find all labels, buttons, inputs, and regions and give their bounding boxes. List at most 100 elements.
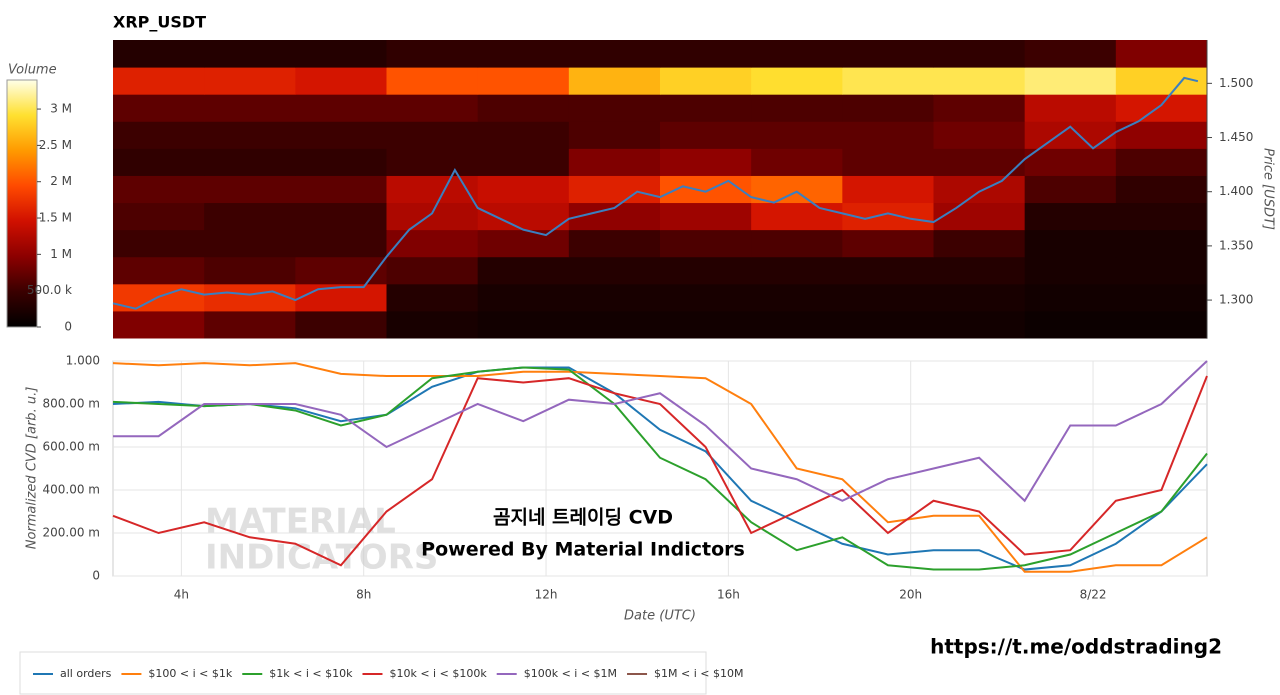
heat-cell	[295, 148, 387, 176]
heat-cell	[751, 67, 843, 95]
heat-cell	[477, 202, 570, 231]
x-tick-label: 16h	[717, 588, 740, 602]
heat-cell	[751, 256, 843, 285]
legend-label[interactable]: all orders	[60, 667, 112, 680]
heat-cell	[1115, 202, 1208, 231]
heat-cell	[1024, 202, 1117, 231]
heat-cell	[842, 229, 934, 258]
heat-cell	[295, 229, 387, 258]
heat-cell	[295, 67, 387, 95]
heat-cell	[933, 202, 1026, 231]
y-axis-label: Price [USDT]	[1261, 148, 1276, 230]
heat-cell	[204, 148, 296, 176]
heat-cell	[751, 40, 843, 68]
heat-cell	[1024, 229, 1117, 258]
heat-cell	[295, 175, 387, 204]
heat-cell	[1024, 310, 1117, 339]
heat-cell	[477, 256, 570, 285]
heat-cell	[113, 256, 205, 285]
heat-cell	[204, 229, 296, 258]
heat-cell	[113, 175, 205, 204]
legend-label[interactable]: $1M < i < $10M	[654, 667, 743, 680]
heat-cell	[204, 175, 296, 204]
heat-cell	[1115, 310, 1208, 339]
heat-cell	[568, 175, 661, 204]
legend-label[interactable]: $100 < i < $1k	[148, 667, 232, 680]
y-axis-label: Normalized CVD [arb. u.]	[25, 387, 40, 550]
heat-cell	[386, 148, 479, 176]
colorbar-tick-label: 2 M	[50, 174, 72, 188]
x-tick-label: 8h	[356, 588, 371, 602]
heat-cell	[204, 94, 296, 122]
heat-cell	[568, 121, 661, 149]
heat-cell	[113, 229, 205, 258]
heat-cell	[386, 256, 479, 285]
colorbar-tick-label: 1.5 M	[39, 211, 72, 225]
heat-cell	[477, 283, 570, 312]
heat-cell	[842, 148, 934, 176]
colorbar-title: Volume	[8, 63, 57, 78]
legend-label[interactable]: $100k < i < $1M	[524, 667, 617, 680]
heat-cell	[842, 283, 934, 312]
heat-cell	[1115, 67, 1208, 95]
heat-cell	[751, 310, 843, 339]
heat-cell	[1115, 94, 1208, 122]
heat-cell	[933, 40, 1026, 68]
heat-cell	[568, 283, 661, 312]
heat-cell	[1024, 121, 1117, 149]
y-tick-label: 400.00 m	[43, 483, 101, 497]
heat-cell	[568, 148, 661, 176]
series-line	[112, 375, 1208, 567]
heat-cell	[660, 256, 752, 285]
chart-title: XRP_USDT	[113, 13, 206, 32]
heat-cell	[1024, 67, 1117, 95]
y-tick-label: 1.300	[1219, 293, 1253, 307]
heat-cell	[660, 310, 752, 339]
x-axis-label: Date (UTC)	[624, 609, 696, 624]
y-tick-label: 1.000	[66, 354, 100, 368]
heat-cell	[933, 94, 1026, 122]
y-tick-label: 1.450	[1219, 130, 1253, 144]
series-line	[112, 366, 1208, 571]
heat-cell	[386, 229, 479, 258]
heat-cell	[568, 94, 661, 122]
heat-cell	[660, 283, 752, 312]
y-tick-label: 600.00 m	[43, 440, 101, 454]
heat-cell	[1115, 148, 1208, 176]
heat-cell	[113, 121, 205, 149]
heat-cell	[933, 310, 1026, 339]
heat-cell	[1115, 40, 1208, 68]
x-tick-label: 4h	[174, 588, 189, 602]
heat-cell	[568, 310, 661, 339]
legend-label[interactable]: $10k < i < $100k	[389, 667, 487, 680]
heat-cell	[1024, 175, 1117, 204]
heat-cell	[751, 283, 843, 312]
heat-cell	[204, 121, 296, 149]
heat-cell	[568, 229, 661, 258]
heat-cell	[933, 256, 1026, 285]
heat-cell	[113, 40, 205, 68]
x-tick-label: 12h	[535, 588, 558, 602]
x-tick-label: 20h	[899, 588, 922, 602]
series-line	[112, 362, 1208, 573]
heat-cell	[295, 121, 387, 149]
heat-cell	[386, 175, 479, 204]
heat-cell	[386, 283, 479, 312]
heat-cell	[113, 148, 205, 176]
series-line	[113, 360, 1208, 503]
link[interactable]: https://t.me/oddstrading2	[930, 635, 1222, 659]
price-line	[112, 76, 1199, 310]
heat-cell	[1115, 175, 1208, 204]
heat-cell	[842, 40, 934, 68]
heat-cell	[113, 94, 205, 122]
watermark-text: INDICATORS	[205, 538, 438, 578]
heat-cell	[1115, 256, 1208, 285]
legend-label[interactable]: $1k < i < $10k	[269, 667, 353, 680]
heat-cell	[1115, 229, 1208, 258]
heat-cell	[477, 229, 570, 258]
heat-cell	[660, 229, 752, 258]
colorbar	[6, 79, 38, 328]
heat-cell	[751, 121, 843, 149]
heat-cell	[1115, 283, 1208, 312]
